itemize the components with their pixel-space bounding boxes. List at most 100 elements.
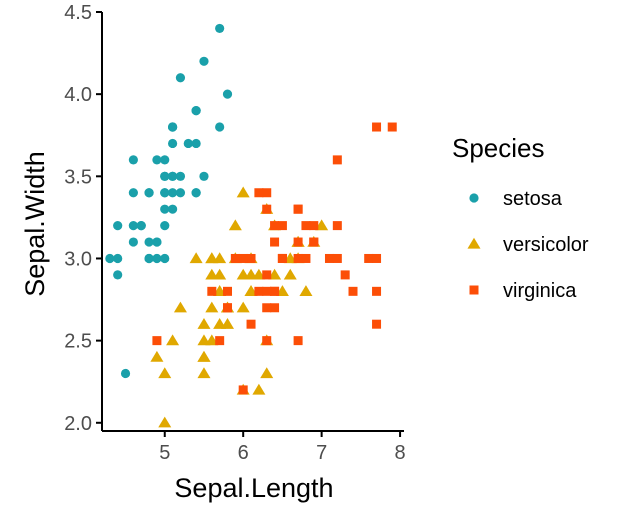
versicolor-point <box>252 268 266 280</box>
legend-item-virginica: virginica <box>469 280 577 302</box>
legend-label: setosa <box>503 188 563 210</box>
series-setosa <box>105 23 233 379</box>
x-tick-label: 7 <box>316 442 327 464</box>
virginica-point <box>246 253 256 263</box>
setosa-point <box>222 89 233 99</box>
setosa-point <box>128 237 138 247</box>
virginica-point <box>262 336 272 346</box>
virginica-point <box>246 319 256 329</box>
setosa-point <box>128 155 138 165</box>
virginica-point <box>270 286 280 296</box>
setosa-point <box>113 253 123 264</box>
y-tick-label: 4.5 <box>64 2 92 24</box>
setosa-point <box>160 188 170 198</box>
virginica-point <box>270 303 280 313</box>
versicolor-point <box>244 285 258 296</box>
virginica-point <box>324 253 334 263</box>
virginica-point <box>262 303 272 313</box>
virginica-point <box>301 253 311 263</box>
setosa-point <box>167 171 178 181</box>
axes: 2.0 2.5 3.0 3.5 4.0 4.5 5 6 7 8 <box>64 2 405 464</box>
virginica-point <box>262 270 272 280</box>
virginica-point <box>387 122 397 132</box>
setosa-point <box>199 171 209 181</box>
series-virginica <box>152 122 397 395</box>
virginica-point <box>277 221 287 231</box>
versicolor-point <box>213 285 227 296</box>
virginica-point <box>262 188 272 198</box>
versicolor-point <box>205 301 219 313</box>
x-axis-ticks: 5 6 7 8 <box>159 431 406 464</box>
virginica-point <box>270 221 280 231</box>
setosa-point <box>215 122 225 132</box>
y-tick-label: 2.0 <box>64 413 92 435</box>
virginica-point <box>340 270 350 280</box>
virginica-point <box>207 286 217 296</box>
setosa-point <box>167 122 178 132</box>
y-axis-title: Sepal.Width <box>20 151 50 297</box>
virginica-point <box>215 336 225 346</box>
setosa-point <box>160 253 170 264</box>
virginica-point <box>309 221 319 231</box>
virginica-point <box>332 155 342 165</box>
legend-triangle-marker <box>467 237 481 249</box>
versicolor-point <box>252 383 266 395</box>
virginica-point <box>277 253 287 263</box>
versicolor-point <box>189 252 203 264</box>
setosa-point <box>144 188 154 198</box>
y-tick-label: 2.5 <box>64 331 92 353</box>
setosa-point <box>144 253 154 264</box>
virginica-point <box>230 253 240 263</box>
setosa-point <box>113 221 123 231</box>
versicolor-point <box>299 285 313 296</box>
plot-area <box>105 23 397 428</box>
legend-label: versicolor <box>503 234 589 256</box>
setosa-point <box>113 270 123 280</box>
legend-item-versicolor: versicolor <box>467 234 589 256</box>
virginica-point <box>254 286 264 296</box>
versicolor-point <box>150 350 164 362</box>
virginica-point <box>348 286 358 296</box>
versicolor-point <box>213 268 227 280</box>
virginica-point <box>262 286 272 296</box>
setosa-point <box>160 155 170 165</box>
versicolor-point <box>315 219 329 231</box>
virginica-point <box>332 253 342 263</box>
virginica-point <box>238 385 248 395</box>
legend-title: Species <box>452 133 545 163</box>
setosa-point <box>152 253 162 264</box>
setosa-point <box>167 188 178 198</box>
virginica-point <box>372 319 382 329</box>
versicolor-point <box>173 301 187 313</box>
legend: Species setosa versicolor virginica <box>452 133 589 302</box>
versicolor-point <box>260 367 274 379</box>
versicolor-point <box>197 350 211 362</box>
virginica-point <box>293 253 303 263</box>
setosa-point <box>191 105 201 116</box>
setosa-point <box>175 171 186 181</box>
versicolor-point <box>220 317 235 329</box>
virginica-point <box>223 286 233 296</box>
setosa-point <box>167 138 178 149</box>
setosa-point <box>160 171 170 181</box>
virginica-point <box>262 204 272 214</box>
legend-item-setosa: setosa <box>469 188 563 210</box>
setosa-point <box>160 221 170 231</box>
virginica-point <box>223 303 233 313</box>
versicolor-point <box>197 317 211 329</box>
legend-square-marker <box>469 285 479 295</box>
setosa-point <box>128 221 138 231</box>
setosa-point <box>160 204 170 214</box>
virginica-point <box>270 237 280 247</box>
virginica-point <box>309 237 319 247</box>
virginica-point <box>293 336 303 346</box>
setosa-point <box>191 188 201 198</box>
setosa-point <box>136 221 146 231</box>
versicolor-point <box>236 268 250 280</box>
x-tick-label: 6 <box>238 442 249 464</box>
y-tick-label: 3.5 <box>64 166 92 188</box>
virginica-point <box>364 253 374 263</box>
versicolor-point <box>283 268 297 280</box>
setosa-point <box>152 155 162 165</box>
